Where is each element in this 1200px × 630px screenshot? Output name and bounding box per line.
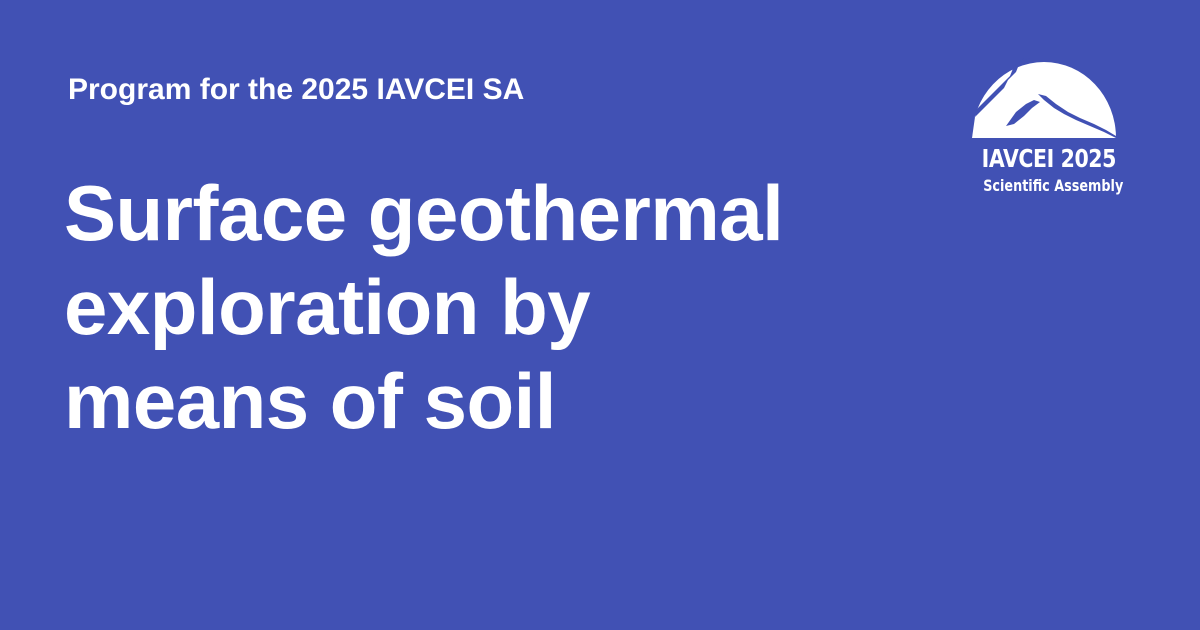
logo-title: IAVCEI 2025 [981,144,1117,173]
talk-title: Surface geothermal exploration by means … [64,166,944,448]
talk-title-line-3: means of soil [64,357,556,445]
logo-subtitle: Scientific Assembly [983,176,1124,195]
talk-title-line-2: exploration by [64,263,591,351]
volcano-mountain-icon [972,58,1116,138]
program-kicker: Program for the 2025 IAVCEI SA [68,73,525,106]
iavcei-logo: IAVCEI 2025 Scientific Assembly [968,58,1124,204]
talk-title-line-1: Surface geothermal [64,169,784,257]
